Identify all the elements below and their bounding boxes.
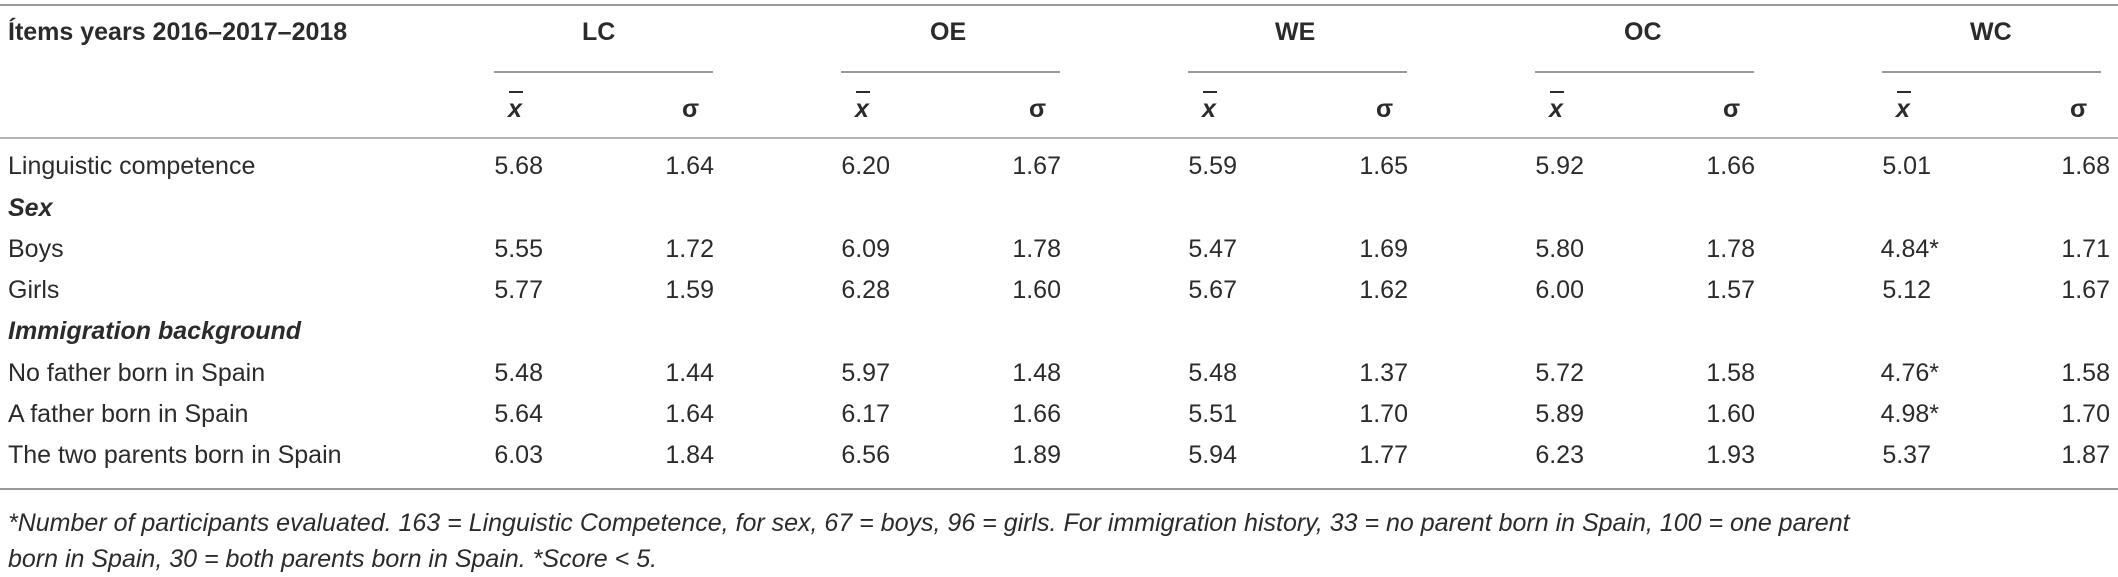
table-cell: 1.48 <box>1012 359 1061 387</box>
table-cell: 1.60 <box>1012 276 1061 304</box>
table-cell: 5.77 <box>494 276 543 304</box>
table-cell: 1.78 <box>1706 235 1755 263</box>
corner-header: Ítems years 2016–2017–2018 <box>8 18 348 46</box>
row-label: Girls <box>8 276 60 304</box>
table-cell: 6.20 <box>841 152 890 180</box>
sub-header-sd: σ <box>1376 95 1394 123</box>
table-cell: 5.92 <box>1535 152 1584 180</box>
table-cell: 4.84* <box>1880 235 1939 263</box>
footnote-line-1: *Number of participants evaluated. 163 =… <box>8 509 1850 537</box>
table-cell: 1.93 <box>1706 441 1755 469</box>
table-cell: 1.44 <box>665 359 714 387</box>
table-cell: 5.47 <box>1188 235 1237 263</box>
sub-header-sd: σ <box>682 95 700 123</box>
group-header-oe: OE <box>930 18 967 46</box>
sub-header-sd: σ <box>1029 95 1047 123</box>
table-cell: 1.57 <box>1706 276 1755 304</box>
sub-header-mean: x <box>1549 91 1564 124</box>
sub-header-sd: σ <box>2070 95 2088 123</box>
header-rule <box>0 137 2118 139</box>
table-cell: 1.71 <box>2061 235 2110 263</box>
table-cell: 1.67 <box>1012 152 1061 180</box>
table-cell: 5.80 <box>1535 235 1584 263</box>
table-cell: 5.67 <box>1188 276 1237 304</box>
table-cell: 6.00 <box>1535 276 1584 304</box>
table-cell: 5.51 <box>1188 400 1237 428</box>
group-header-oc: OC <box>1624 18 1662 46</box>
table-cell: 5.97 <box>841 359 890 387</box>
sub-header-mean: x <box>1202 91 1217 124</box>
table-cell: 5.48 <box>1188 359 1237 387</box>
table-cell: 5.64 <box>494 400 543 428</box>
group-rule-oe <box>841 71 1060 73</box>
table-cell: 1.87 <box>2061 441 2110 469</box>
table-cell: 1.69 <box>1359 235 1408 263</box>
table-cell: 5.48 <box>494 359 543 387</box>
row-label: Linguistic competence <box>8 152 256 180</box>
table-cell: 5.72 <box>1535 359 1584 387</box>
table-cell: 1.78 <box>1012 235 1061 263</box>
table-cell: 1.60 <box>1706 400 1755 428</box>
row-label: The two parents born in Spain <box>8 441 342 469</box>
sub-header-mean: x <box>855 91 870 124</box>
table-cell: 1.77 <box>1359 441 1408 469</box>
sub-header-mean: x <box>1896 91 1911 124</box>
table-cell: 1.37 <box>1359 359 1408 387</box>
row-label: A father born in Spain <box>8 400 249 428</box>
table-cell: 4.98* <box>1880 400 1939 428</box>
table-cell: 1.68 <box>2061 152 2110 180</box>
table-cell: 1.58 <box>2061 359 2110 387</box>
table-cell: 6.56 <box>841 441 890 469</box>
table-cell: 1.66 <box>1706 152 1755 180</box>
group-header-we: WE <box>1275 18 1316 46</box>
table-cell: 4.76* <box>1880 359 1939 387</box>
group-header-wc: WC <box>1970 18 2012 46</box>
table-cell: 6.23 <box>1535 441 1584 469</box>
table-cell: 1.66 <box>1012 400 1061 428</box>
table-top-rule <box>0 4 2118 6</box>
table-cell: 1.59 <box>665 276 714 304</box>
group-rule-we <box>1188 71 1407 73</box>
table-cell: 6.03 <box>494 441 543 469</box>
table-bottom-rule <box>0 488 2118 490</box>
table-cell: 1.65 <box>1359 152 1408 180</box>
table-cell: 5.12 <box>1882 276 1931 304</box>
section-heading: Immigration background <box>8 317 302 345</box>
group-rule-wc <box>1882 71 2101 73</box>
table-cell: 6.17 <box>841 400 890 428</box>
sub-header-sd: σ <box>1723 95 1741 123</box>
table-cell: 5.89 <box>1535 400 1584 428</box>
table-cell: 1.62 <box>1359 276 1408 304</box>
table-cell: 5.55 <box>494 235 543 263</box>
table-cell: 1.64 <box>665 152 714 180</box>
table-cell: 5.68 <box>494 152 543 180</box>
table-cell: 5.94 <box>1188 441 1237 469</box>
table-cell: 1.70 <box>1359 400 1408 428</box>
table-cell: 6.09 <box>841 235 890 263</box>
group-header-lc: LC <box>582 18 616 46</box>
table-cell: 1.89 <box>1012 441 1061 469</box>
sub-header-mean: x <box>508 91 523 124</box>
row-label: Boys <box>8 235 64 263</box>
row-label: No father born in Spain <box>8 359 266 387</box>
table-cell: 1.72 <box>665 235 714 263</box>
table-cell: 5.37 <box>1882 441 1931 469</box>
group-rule-lc <box>494 71 713 73</box>
table-cell: 1.58 <box>1706 359 1755 387</box>
table-cell: 5.59 <box>1188 152 1237 180</box>
footnote-line-2: born in Spain, 30 = both parents born in… <box>8 545 658 573</box>
table-cell: 5.01 <box>1882 152 1931 180</box>
section-heading: Sex <box>8 194 53 222</box>
table-cell: 1.67 <box>2061 276 2110 304</box>
table-cell: 1.84 <box>665 441 714 469</box>
table-cell: 6.28 <box>841 276 890 304</box>
table-cell: 1.70 <box>2061 400 2110 428</box>
group-rule-oc <box>1535 71 1754 73</box>
table-cell: 1.64 <box>665 400 714 428</box>
